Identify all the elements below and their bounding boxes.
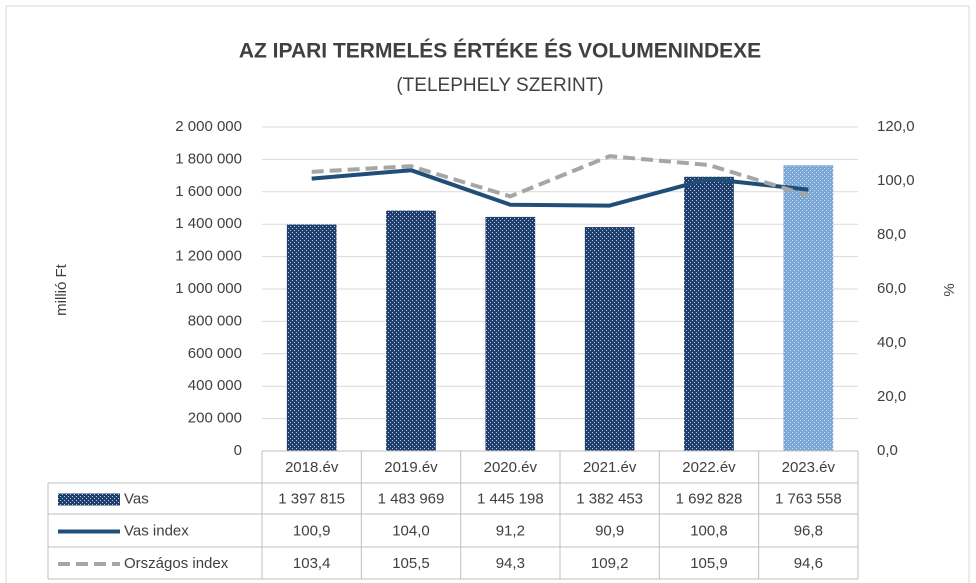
y2-tick-label: 100,0: [877, 172, 915, 189]
x-tick-label: 2022.év: [682, 459, 736, 476]
y-tick-label: 600 000: [188, 345, 242, 362]
table-value: 1 382 453: [576, 490, 643, 507]
bar: [386, 210, 436, 451]
y2-axis-label: %: [941, 283, 958, 296]
y-tick-label: 1 200 000: [175, 248, 242, 265]
table-value: 90,9: [595, 522, 624, 539]
table-value: 1 692 828: [676, 490, 743, 507]
y-axis-label: millió Ft: [53, 263, 70, 315]
table-value: 1 763 558: [775, 490, 842, 507]
y-tick-label: 400 000: [188, 377, 242, 394]
legend-label: Országos index: [124, 555, 229, 572]
line: [311, 154, 809, 199]
bar: [684, 176, 734, 451]
y2-tick-label: 0,0: [877, 442, 898, 459]
y2-tick-label: 40,0: [877, 334, 906, 351]
legend-swatch: [58, 493, 120, 506]
y-tick-label: 1 600 000: [175, 183, 242, 200]
y-tick-label: 1 800 000: [175, 150, 242, 167]
y-tick-label: 1 000 000: [175, 280, 242, 297]
y-tick-label: 2 000 000: [175, 118, 242, 135]
table-value: 1 397 815: [278, 490, 345, 507]
table-value: 100,8: [690, 522, 728, 539]
x-tick-label: 2021.év: [583, 459, 637, 476]
table-value: 103,4: [293, 555, 331, 572]
table-value: 94,6: [794, 555, 823, 572]
table-value: 94,3: [496, 555, 525, 572]
table-value: 100,9: [293, 522, 331, 539]
table-value: 1 483 969: [378, 490, 445, 507]
y-tick-label: 800 000: [188, 312, 242, 329]
x-tick-label: 2023.év: [782, 459, 836, 476]
y2-tick-label: 80,0: [877, 226, 906, 243]
y-tick-label: 200 000: [188, 410, 242, 427]
bar: [485, 216, 536, 451]
table-value: 105,9: [690, 555, 728, 572]
legend-label: Vas index: [124, 522, 189, 539]
table-value: 1 445 198: [477, 490, 544, 507]
line: [311, 168, 809, 208]
x-tick-label: 2020.év: [484, 459, 538, 476]
y-tick-label: 1 400 000: [175, 215, 242, 232]
table-value: 104,0: [392, 522, 430, 539]
bar: [783, 165, 834, 452]
table-value: 96,8: [794, 522, 823, 539]
table-value: 91,2: [496, 522, 525, 539]
bar: [286, 224, 337, 451]
table-value: 105,5: [392, 555, 430, 572]
legend-label: Vas: [124, 490, 149, 507]
y2-tick-label: 60,0: [877, 280, 906, 297]
y2-tick-label: 120,0: [877, 118, 915, 135]
bar: [584, 227, 635, 451]
y2-tick-label: 20,0: [877, 388, 906, 405]
chart-subtitle: (TELEPHELY SZERINT): [396, 75, 603, 96]
x-tick-label: 2018.év: [285, 459, 339, 476]
x-tick-label: 2019.év: [384, 459, 438, 476]
table-value: 109,2: [591, 555, 629, 572]
chart-title: AZ IPARI TERMELÉS ÉRTÉKE ÉS VOLUMENINDEX…: [239, 40, 761, 63]
y-tick-label: 0: [234, 442, 242, 459]
